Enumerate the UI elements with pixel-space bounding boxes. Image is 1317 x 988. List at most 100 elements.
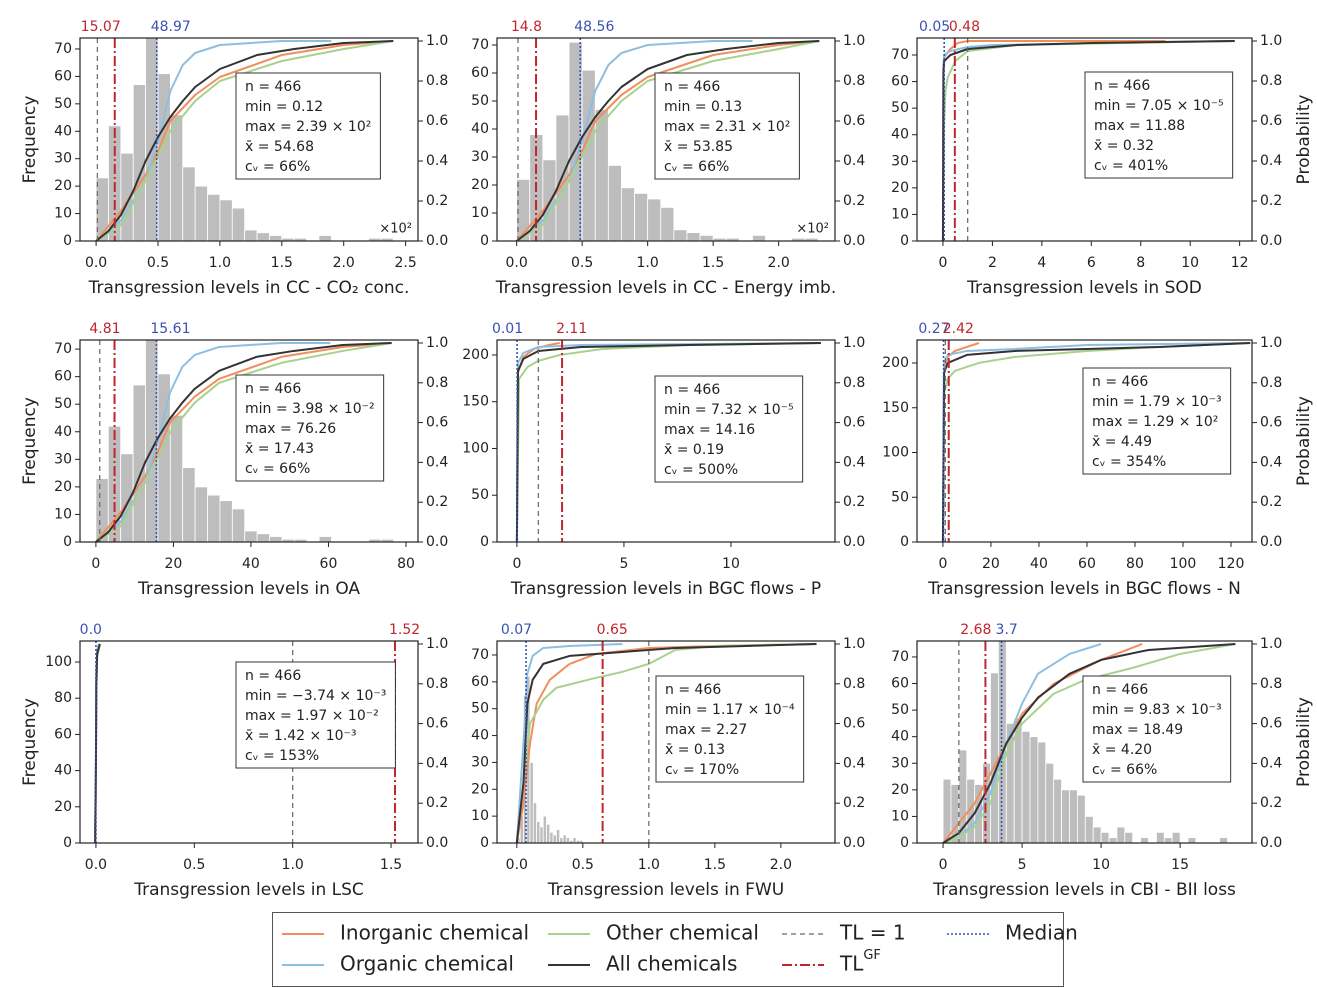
plot-area (515, 340, 821, 542)
y-tick-label: 40 (54, 424, 72, 440)
reference-label: 0.01 (492, 321, 523, 337)
histogram-bar (559, 837, 564, 843)
y-tick-label: 100 (462, 440, 489, 456)
axes-frame (496, 37, 836, 242)
stats-line: cᵥ = 500% (664, 462, 738, 478)
y2-tick-label: 0.8 (843, 73, 865, 89)
y-tick-label: 70 (891, 649, 909, 665)
y-tick-label: 60 (54, 726, 72, 742)
stats-line: n = 466 (245, 668, 301, 684)
stats-box: n = 466 min = 0.12 max = 2.39 × 10² x̄ = 54… (235, 72, 381, 180)
y-tick-label: 20 (471, 781, 489, 797)
reference-label: 0.0 (80, 622, 102, 638)
stats-box: n = 466 min = 7.32 × 10⁻⁵ max = 14.16 x̄ = … (654, 375, 804, 483)
histogram-bar (539, 826, 544, 843)
stats-line: min = 7.32 × 10⁻⁵ (664, 402, 794, 418)
histogram-bar (542, 815, 547, 843)
histogram-bar (1140, 837, 1149, 843)
stats-line: n = 466 (245, 79, 301, 95)
stats-box: n = 466 min = −3.74 × 10⁻³ max = 1.97 × 10… (235, 661, 396, 769)
histogram-bar (318, 235, 332, 241)
x-tick-label: 40 (1030, 556, 1048, 572)
subplot: 4.81 15.61 0 20 40 60 80 0 10 20 30 40 50 60 70 0.0 0.2 0… (20, 321, 448, 599)
histogram-bar (536, 821, 541, 843)
y-tick-label: 40 (471, 121, 489, 137)
y-tick-label: 10 (54, 506, 72, 522)
legend-label: TL = 1 (839, 921, 906, 945)
legend: Inorganic chemical Organic chemical Other … (272, 912, 1078, 987)
histogram-bar (1092, 826, 1102, 843)
histogram-bar (132, 84, 147, 241)
x-tick-label: 0.5 (571, 255, 593, 271)
y-tick-label: 20 (54, 479, 72, 495)
stats-line: min = 9.83 × 10⁻³ (1092, 702, 1222, 718)
subplot: 15.07 48.97 0.0 0.5 1.0 1.5 2.0 2.5 0 10 20 30 40 50 6… (20, 19, 448, 298)
y-tick-label: 20 (891, 782, 909, 798)
y-tick-label: 0 (480, 835, 489, 851)
stats-line: max = 1.97 × 10⁻² (245, 708, 379, 724)
histogram-bar (169, 114, 184, 241)
histogram-bar (660, 206, 675, 241)
stats-line: n = 466 (1092, 374, 1148, 390)
y2-tick-label: 0.0 (843, 835, 865, 851)
histogram-bar (1155, 831, 1165, 843)
y2-tick-label: 0.8 (1260, 676, 1282, 692)
x-tick-label: 0.0 (506, 857, 528, 873)
stats-box: n = 466 min = 1.79 × 10⁻³ max = 1.29 × 10²… (1082, 367, 1232, 475)
y2-tick-label: 0.2 (426, 795, 448, 811)
reference-label: 0.27 (918, 321, 949, 337)
stats-frame (1082, 367, 1232, 475)
histogram-bar (269, 536, 283, 542)
y2-tick-label: 1.0 (1260, 335, 1282, 351)
x-tick-label: 4 (1037, 255, 1046, 271)
axes-frame (79, 339, 419, 543)
y-axis-label: Frequency (20, 397, 40, 485)
cdf-line (515, 642, 623, 843)
histogram-bar (1061, 789, 1070, 843)
x-axis-label: Transgression levels in OA (137, 579, 360, 599)
histogram-bar (990, 672, 999, 843)
x-tick-label: 6 (1087, 255, 1096, 271)
axes-frame (79, 640, 419, 844)
y-tick-label: 30 (891, 755, 909, 771)
y2-tick-label: 0.6 (843, 716, 865, 732)
y2-tick-label: 0.0 (426, 233, 448, 249)
histogram-bar (529, 762, 534, 843)
x-tick-label: 2.0 (768, 255, 790, 271)
stats-line: x̄ = 54.68 (245, 139, 314, 155)
y2-tick-label: 0.2 (843, 494, 865, 510)
histogram-bar (1219, 837, 1228, 843)
y-tick-label: 20 (54, 178, 72, 194)
axes-frame (916, 640, 1253, 844)
stats-line: n = 466 (1094, 78, 1150, 94)
x-tick-label: 10 (1092, 857, 1110, 873)
x-tick-label: 0.0 (85, 255, 107, 271)
y2-tick-label: 0.4 (426, 755, 448, 771)
y-tick-label: 60 (471, 674, 489, 690)
legend-label: Median (1005, 921, 1078, 945)
legend-label: Inorganic chemical (340, 921, 529, 945)
stats-line: min = 0.13 (664, 99, 742, 115)
histogram-bar (634, 192, 649, 241)
x-tick-label: 80 (1126, 556, 1144, 572)
x-tick-label: 1.0 (282, 857, 304, 873)
x-tick-label: 0.5 (572, 857, 594, 873)
plot-area (941, 340, 1251, 542)
y2-tick-label: 1.0 (843, 33, 865, 49)
histogram-bar (194, 486, 208, 542)
axes-frame (496, 339, 836, 543)
reference-label: 0.48 (949, 19, 980, 35)
reference-label: 0.07 (501, 622, 532, 638)
y-tick-label: 0 (480, 233, 489, 249)
histogram-bar (207, 193, 221, 241)
histogram-bar (552, 834, 557, 843)
y-tick-label: 200 (462, 347, 489, 363)
x-tick-label: 2.0 (333, 255, 355, 271)
stats-frame (654, 375, 804, 483)
y-tick-label: 0 (63, 534, 72, 550)
stats-line: max = 2.27 (665, 722, 747, 738)
y2-tick-label: 0.4 (426, 454, 448, 470)
y-tick-label: 40 (891, 127, 909, 143)
subplot: 0.07 0.65 0.0 0.5 1.0 1.5 2.0 0 10 20 30 40 50 60 70 0.… (471, 622, 865, 900)
x-tick-label: 1.5 (271, 255, 293, 271)
